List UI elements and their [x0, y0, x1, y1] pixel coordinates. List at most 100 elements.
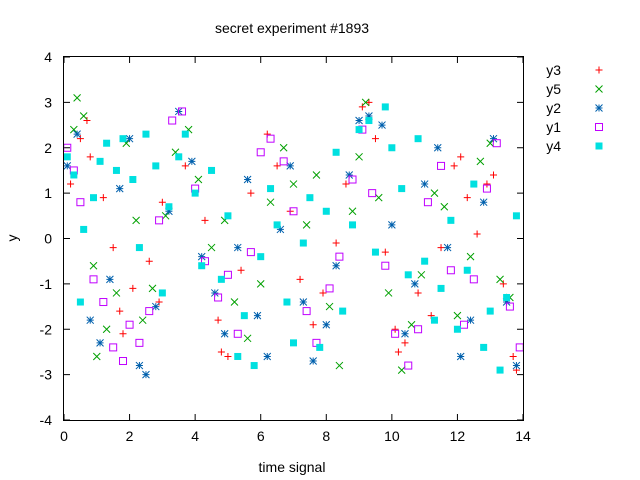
data-point-y4	[512, 212, 520, 220]
legend-label: y5	[546, 81, 561, 97]
data-point-y1	[515, 343, 524, 352]
data-point-y2	[73, 130, 81, 138]
data-point-y2	[456, 352, 465, 361]
data-point-y5	[466, 252, 475, 261]
data-point-y2	[243, 175, 252, 184]
data-point-y3	[394, 348, 402, 356]
data-point-y2	[388, 221, 396, 229]
data-point-y1	[482, 184, 491, 193]
data-point-y3	[509, 352, 517, 360]
data-point-y4	[414, 135, 422, 143]
y-tick-label: 3	[44, 94, 52, 110]
data-point-y4	[273, 221, 281, 229]
data-point-y5	[89, 261, 98, 270]
x-tick-label: 10	[384, 428, 400, 444]
data-point-y2	[299, 298, 308, 306]
data-point-y1	[214, 293, 223, 302]
data-point-y4	[234, 352, 242, 360]
legend-marker-y5	[595, 85, 603, 93]
data-point-y3	[217, 348, 225, 356]
data-point-y1	[492, 139, 501, 148]
data-point-y4	[283, 298, 291, 306]
chart-title: secret experiment #1893	[215, 20, 369, 36]
data-point-y1	[391, 329, 400, 338]
data-point-y4	[430, 316, 438, 324]
data-point-y5	[348, 207, 357, 216]
data-point-y5	[112, 289, 121, 297]
data-point-y5	[279, 143, 288, 152]
data-point-y2	[355, 116, 363, 125]
data-points	[63, 93, 524, 379]
data-point-y1	[155, 216, 164, 225]
data-point-y5	[256, 280, 265, 288]
data-point-y4	[240, 312, 248, 320]
data-point-y3	[342, 180, 350, 188]
data-point-y4	[480, 343, 488, 351]
data-point-y1	[368, 189, 377, 198]
data-point-y4	[463, 266, 471, 274]
data-point-y1	[266, 134, 275, 143]
data-point-y5	[312, 171, 321, 179]
data-point-y1	[437, 161, 446, 170]
data-point-y2	[466, 316, 475, 325]
data-point-y5	[440, 202, 449, 211]
data-point-y4	[217, 275, 225, 283]
data-point-y5	[335, 361, 344, 370]
data-point-y3	[129, 284, 137, 292]
data-point-y1	[246, 248, 255, 257]
data-point-y3	[119, 330, 127, 338]
series-y5	[69, 93, 514, 374]
data-point-y1	[223, 270, 232, 279]
data-point-y4	[322, 207, 330, 215]
data-point-y3	[309, 321, 317, 329]
data-point-y4	[381, 103, 389, 111]
data-point-y1	[404, 361, 413, 370]
data-point-y1	[459, 320, 468, 329]
legend-marker-y4	[595, 142, 603, 150]
data-point-y4	[224, 212, 232, 220]
x-tick-label: 6	[257, 428, 265, 444]
data-point-y3	[181, 162, 189, 170]
data-point-y3	[214, 316, 222, 324]
data-point-y1	[125, 320, 134, 329]
y-tick-label: -3	[40, 367, 53, 383]
data-point-y3	[463, 194, 471, 202]
data-point-y2	[165, 207, 173, 216]
x-axis-label: time signal	[259, 459, 326, 475]
data-point-y3	[296, 275, 304, 283]
data-point-y4	[142, 130, 150, 138]
data-point-y2	[151, 302, 160, 311]
data-point-y2	[263, 352, 272, 361]
data-point-y4	[388, 144, 396, 152]
data-point-y2	[135, 361, 144, 370]
data-point-y1	[256, 148, 265, 157]
data-point-y5	[486, 139, 495, 148]
x-tick-label: 12	[450, 428, 466, 444]
data-point-y5	[476, 157, 485, 166]
data-point-y2	[332, 261, 340, 270]
data-point-y4	[250, 362, 258, 370]
data-point-y5	[102, 325, 111, 334]
data-point-y5	[407, 320, 416, 329]
data-point-y4	[135, 244, 143, 252]
data-point-y3	[437, 244, 445, 252]
data-point-y5	[374, 193, 383, 202]
data-point-y1	[119, 357, 128, 366]
data-point-y1	[325, 284, 334, 293]
data-point-y1	[446, 266, 455, 275]
data-point-y3	[457, 153, 465, 161]
data-point-y4	[191, 189, 199, 197]
data-point-y3	[116, 307, 124, 315]
legend-label: y3	[546, 62, 561, 78]
data-point-y3	[86, 153, 94, 161]
data-point-y4	[470, 180, 478, 188]
data-point-y4	[63, 153, 71, 161]
data-point-y3	[201, 216, 209, 224]
data-point-y2	[115, 184, 124, 193]
data-point-y3	[358, 103, 366, 111]
data-point-y4	[404, 271, 412, 279]
data-point-y3	[247, 189, 255, 197]
data-point-y2	[188, 157, 196, 166]
data-point-y4	[70, 171, 78, 179]
